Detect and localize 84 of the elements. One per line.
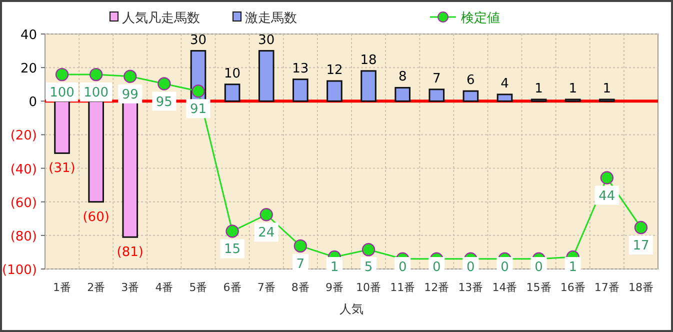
- data-label: 95: [156, 94, 172, 110]
- x-axis-title: 人気: [340, 302, 364, 316]
- x-tick-label: 11番: [390, 281, 416, 294]
- point: [192, 84, 205, 98]
- data-label: 30: [190, 32, 207, 48]
- bar: [496, 94, 513, 102]
- data-label: 0: [466, 260, 475, 275]
- data-label: 1: [568, 81, 577, 96]
- data-label: 91: [190, 102, 207, 118]
- y-tick-label: 40: [20, 28, 37, 43]
- legend-label: 激走馬数: [245, 11, 297, 26]
- x-tick-label: 15番: [526, 281, 552, 294]
- data-label: 24: [258, 226, 275, 241]
- x-tick-label: 5番: [189, 281, 208, 294]
- x-tick-label: 8番: [291, 281, 310, 294]
- data-label: (81): [116, 245, 144, 260]
- x-tick-label: 17番: [594, 281, 620, 294]
- data-label: 1: [568, 260, 577, 275]
- data-label: 30: [258, 32, 275, 48]
- data-label: 99: [122, 87, 138, 102]
- point: [55, 68, 69, 82]
- data-label: 17: [632, 238, 650, 254]
- x-tick-label: 3番: [121, 281, 140, 294]
- x-tick-label: 13番: [458, 281, 484, 294]
- data-label: 100: [84, 86, 108, 101]
- x-tick-label: 1番: [53, 281, 72, 294]
- data-label: (60): [82, 210, 110, 225]
- x-tick-label: 6番: [223, 281, 242, 294]
- legend-label: 検定値: [461, 11, 500, 26]
- bar: [224, 84, 240, 102]
- bar: [258, 50, 274, 102]
- data-label: 8: [398, 70, 407, 85]
- bar: [428, 88, 445, 102]
- data-label: 13: [292, 61, 309, 76]
- point: [89, 68, 103, 82]
- data-label: 6: [466, 73, 475, 88]
- x-tick-label: 16番: [560, 281, 586, 294]
- bar: [326, 80, 342, 102]
- data-label: 1: [330, 260, 339, 275]
- point: [226, 224, 239, 238]
- data-label: 10: [224, 66, 241, 82]
- x-tick-label: 14番: [492, 281, 518, 294]
- data-label: 0: [432, 260, 441, 275]
- data-label: 44: [598, 188, 616, 204]
- point: [294, 239, 308, 253]
- x-tick-label: 18番: [628, 281, 654, 294]
- x-tick-label: 4番: [155, 281, 174, 294]
- point: [124, 70, 137, 83]
- data-label: (31): [48, 161, 76, 176]
- y-tick-label: (80): [10, 229, 37, 244]
- data-label: 7: [296, 256, 305, 272]
- point: [260, 208, 273, 222]
- bar: [360, 70, 376, 102]
- bar: [394, 86, 410, 102]
- point: [158, 77, 171, 90]
- data-label: 1: [534, 81, 543, 96]
- data-label: 0: [500, 260, 509, 275]
- data-label: 7: [432, 71, 441, 86]
- x-tick-label: 9番: [325, 281, 344, 294]
- point: [600, 171, 614, 184]
- y-tick-label: (60): [10, 196, 37, 211]
- data-label: 4: [500, 76, 509, 92]
- y-tick-label: 0: [28, 95, 37, 110]
- x-tick-label: 12番: [424, 281, 450, 294]
- data-label: 100: [50, 86, 74, 101]
- point: [362, 243, 376, 256]
- data-label: 12: [326, 63, 343, 78]
- y-tick-label: 20: [20, 62, 37, 77]
- y-tick-label: (40): [10, 162, 37, 178]
- x-tick-label: 2番: [87, 281, 106, 294]
- y-tick-label: (20): [10, 128, 37, 144]
- point: [634, 220, 648, 234]
- data-label: 0: [534, 260, 543, 275]
- x-tick-label: 7番: [257, 281, 276, 294]
- bar: [292, 78, 308, 102]
- legend-label: 人気凡走馬数: [122, 11, 200, 26]
- y-tick-label: (100): [2, 263, 37, 278]
- bar: [462, 90, 479, 102]
- data-label: 0: [398, 260, 407, 275]
- data-label: 1: [602, 81, 612, 96]
- data-label: 5: [364, 260, 373, 275]
- data-label: 18: [360, 52, 377, 68]
- x-tick-label: 10番: [356, 281, 382, 294]
- data-label: 15: [224, 242, 241, 258]
